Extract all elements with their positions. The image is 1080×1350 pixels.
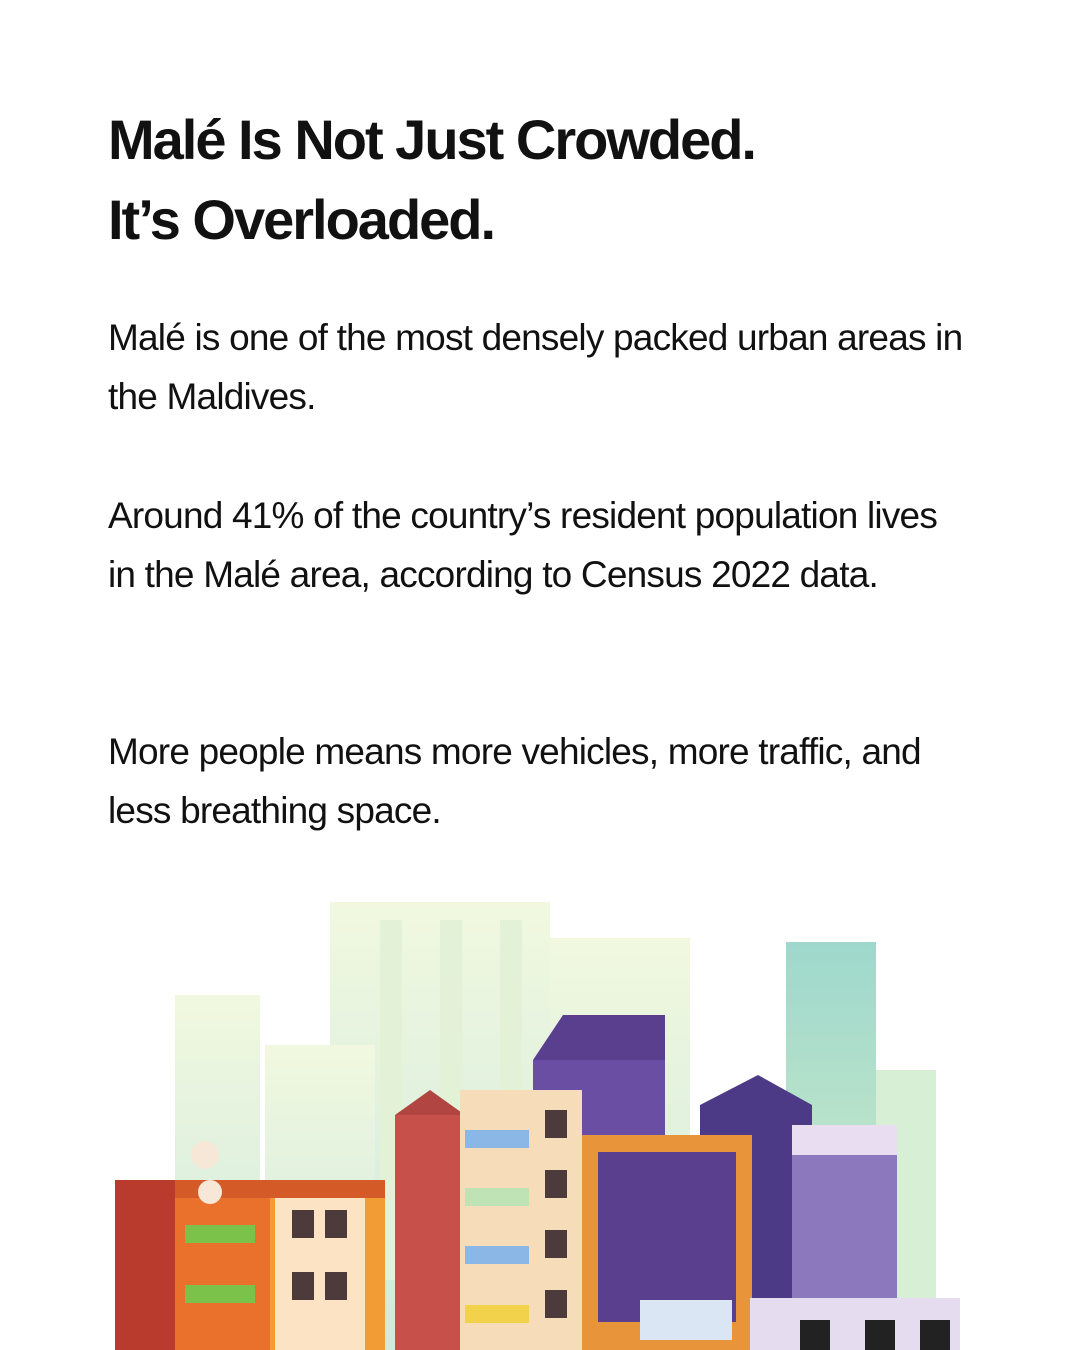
paragraph: Around 41% of the country’s resident pop… <box>108 495 938 595</box>
title-line: Malé Is Not Just Crowded. <box>108 108 757 171</box>
title-line: It’s Overloaded. <box>108 188 496 251</box>
title: Malé Is Not Just Crowded. It’s Overloade… <box>108 100 757 260</box>
paragraph: Malé is one of the most densely packed u… <box>108 317 963 417</box>
foreground-buildings <box>115 1015 960 1350</box>
city-illustration <box>115 902 960 1350</box>
paragraph: More people means more vehicles, more tr… <box>108 731 922 831</box>
